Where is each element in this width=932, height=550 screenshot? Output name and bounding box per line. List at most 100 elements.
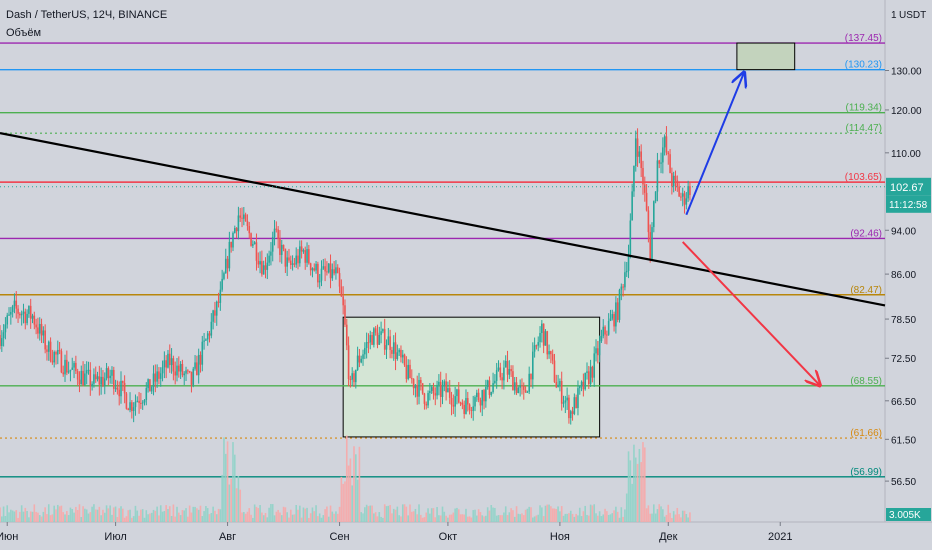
volume-bar — [427, 508, 429, 522]
volume-bar — [136, 510, 139, 522]
volume-bar — [486, 507, 489, 522]
candle-body — [345, 324, 348, 346]
candle-body — [407, 364, 409, 379]
candle-body — [638, 151, 641, 157]
candle-body — [183, 373, 186, 376]
volume-bar — [302, 507, 305, 522]
volume-bar — [168, 506, 171, 522]
candle-body — [237, 215, 240, 232]
volume-bar — [347, 465, 350, 522]
candle-body — [64, 359, 66, 375]
volume-bar — [391, 513, 393, 522]
volume-bar — [662, 509, 664, 522]
candle-body — [163, 360, 166, 368]
volume-bar — [550, 506, 552, 522]
candle-body — [582, 381, 585, 390]
volume-bar — [94, 509, 97, 522]
volume-bar — [239, 489, 242, 522]
volume-bar — [689, 512, 691, 522]
candle-body — [4, 324, 7, 333]
volume-bar — [587, 515, 590, 522]
volume-bar — [230, 478, 232, 522]
volume-bar — [53, 505, 55, 522]
candle-body — [364, 348, 366, 355]
volume-bar — [268, 507, 270, 522]
volume-bar — [89, 512, 92, 522]
volume-bar — [174, 516, 176, 522]
candle-body — [320, 268, 323, 281]
candle-body — [291, 263, 294, 265]
volume-bar — [414, 508, 417, 522]
target-box — [736, 42, 796, 71]
volume-bar — [206, 508, 209, 522]
volume-bar — [653, 504, 655, 522]
candle-body — [546, 331, 549, 355]
candle-body — [685, 198, 688, 205]
candle-body — [306, 249, 308, 263]
candle-body — [412, 378, 415, 389]
volume-bar — [389, 505, 391, 522]
volume-bar — [24, 507, 27, 522]
candle-body — [454, 396, 456, 407]
volume-badge — [886, 508, 931, 521]
candle-body — [427, 393, 429, 406]
candle-body — [674, 175, 677, 181]
candle-body — [634, 138, 637, 166]
candle-body — [481, 390, 484, 406]
candle-body — [235, 228, 238, 232]
candle-body — [232, 232, 234, 248]
volume-bar — [199, 505, 202, 522]
time-tick-label: Ноя — [550, 531, 570, 543]
candle-body — [382, 329, 384, 332]
candle-body — [136, 400, 139, 402]
candle-body — [503, 367, 505, 381]
volume-bar — [35, 511, 37, 522]
volume-bar — [223, 437, 225, 522]
price-axis-top-label: 1 — [891, 10, 897, 21]
candle-body — [33, 315, 36, 325]
volume-bar — [19, 511, 21, 522]
candle-body — [53, 351, 55, 363]
candle-body — [190, 371, 193, 385]
candle-body — [318, 280, 321, 283]
volume-bar — [93, 504, 95, 522]
volume-bar — [374, 512, 377, 522]
volume-bar — [138, 515, 140, 522]
volume-bar — [595, 513, 597, 522]
candle-body — [683, 193, 686, 205]
level-label: (56.99) — [850, 467, 882, 478]
volume-bar — [152, 509, 155, 522]
volume-bar — [562, 515, 565, 522]
candle-body — [589, 366, 592, 384]
candle-body — [448, 388, 451, 398]
candle-body — [315, 263, 317, 271]
volume-bar — [259, 505, 261, 522]
candle-body — [335, 267, 337, 274]
candle-body — [24, 311, 27, 324]
volume-bar — [416, 514, 419, 522]
candle-body — [344, 305, 346, 325]
candle-body — [141, 402, 144, 404]
candle-body — [618, 289, 621, 320]
candle-body — [577, 388, 579, 408]
volume-bar — [10, 509, 12, 522]
level-label: (82.47) — [850, 285, 882, 296]
volume-bar — [147, 514, 149, 522]
volume-bar — [345, 435, 348, 522]
candle-body — [624, 272, 626, 288]
volume-bar — [620, 507, 623, 522]
volume-bar — [161, 511, 164, 522]
volume-bar — [656, 509, 659, 522]
volume-bar — [488, 510, 491, 522]
volume-bar — [369, 505, 372, 522]
volume-bar — [494, 507, 496, 522]
volume-bar — [604, 508, 606, 522]
volume-bar — [1, 516, 3, 522]
candle-body — [331, 269, 334, 279]
level-label: (68.55) — [850, 376, 882, 387]
candle-body — [147, 379, 149, 389]
volume-bar — [573, 516, 576, 522]
volume-bar — [289, 509, 292, 522]
candle-body — [38, 323, 41, 334]
candle-body — [156, 371, 158, 382]
